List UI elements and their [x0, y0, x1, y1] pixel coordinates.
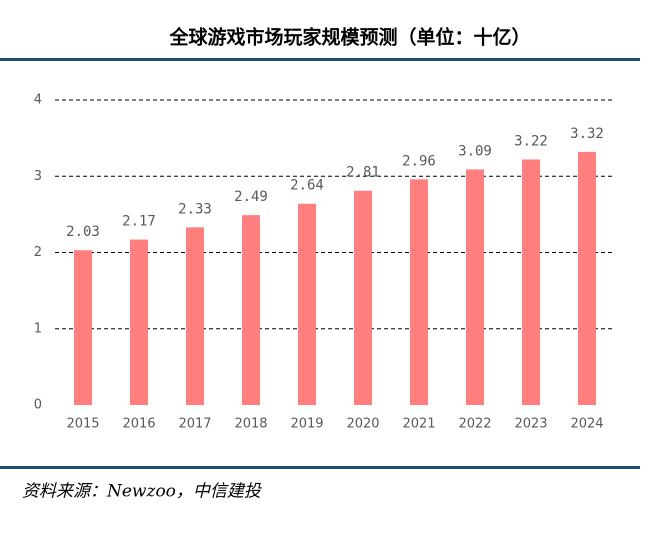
- value-label: 3.32: [570, 126, 604, 142]
- x-tick-label: 2023: [514, 417, 547, 432]
- y-tick-label: 1: [34, 321, 42, 336]
- bar: [522, 159, 540, 405]
- value-label: 2.81: [346, 165, 380, 181]
- bar: [74, 250, 92, 405]
- value-label: 2.33: [178, 201, 212, 217]
- x-tick-label: 2015: [66, 417, 99, 432]
- divider: [0, 58, 640, 61]
- x-tick-label: 2020: [346, 417, 379, 432]
- x-tick-label: 2021: [402, 417, 435, 432]
- value-label: 2.17: [122, 214, 156, 230]
- bar: [578, 151, 596, 405]
- bar: [298, 203, 316, 405]
- bar: [186, 227, 204, 405]
- value-label: 2.03: [66, 224, 100, 240]
- y-tick-label: 3: [34, 169, 42, 184]
- x-tick-label: 2018: [234, 417, 267, 432]
- value-label: 2.49: [234, 189, 268, 205]
- divider: [0, 466, 640, 469]
- x-tick-label: 2017: [178, 417, 211, 432]
- value-label: 3.09: [458, 143, 492, 159]
- value-label: 2.64: [290, 178, 324, 194]
- bar: [242, 215, 260, 405]
- bar: [410, 179, 428, 405]
- y-tick-label: 4: [34, 93, 42, 108]
- x-tick-label: 2022: [458, 417, 491, 432]
- value-label: 2.96: [402, 153, 436, 169]
- bar: [354, 190, 372, 405]
- y-tick-label: 0: [34, 398, 42, 413]
- source: 资料来源：Newzoo，中信建投: [22, 482, 263, 502]
- chart-title: 全球游戏市场玩家规模预测（单位：十亿）: [168, 26, 530, 49]
- bar: [130, 239, 148, 405]
- value-label: 3.22: [514, 133, 548, 149]
- x-tick-label: 2019: [290, 417, 323, 432]
- x-tick-label: 2024: [570, 417, 603, 432]
- y-tick-label: 2: [34, 245, 42, 260]
- bar: [466, 169, 484, 405]
- x-tick-label: 2016: [122, 417, 155, 432]
